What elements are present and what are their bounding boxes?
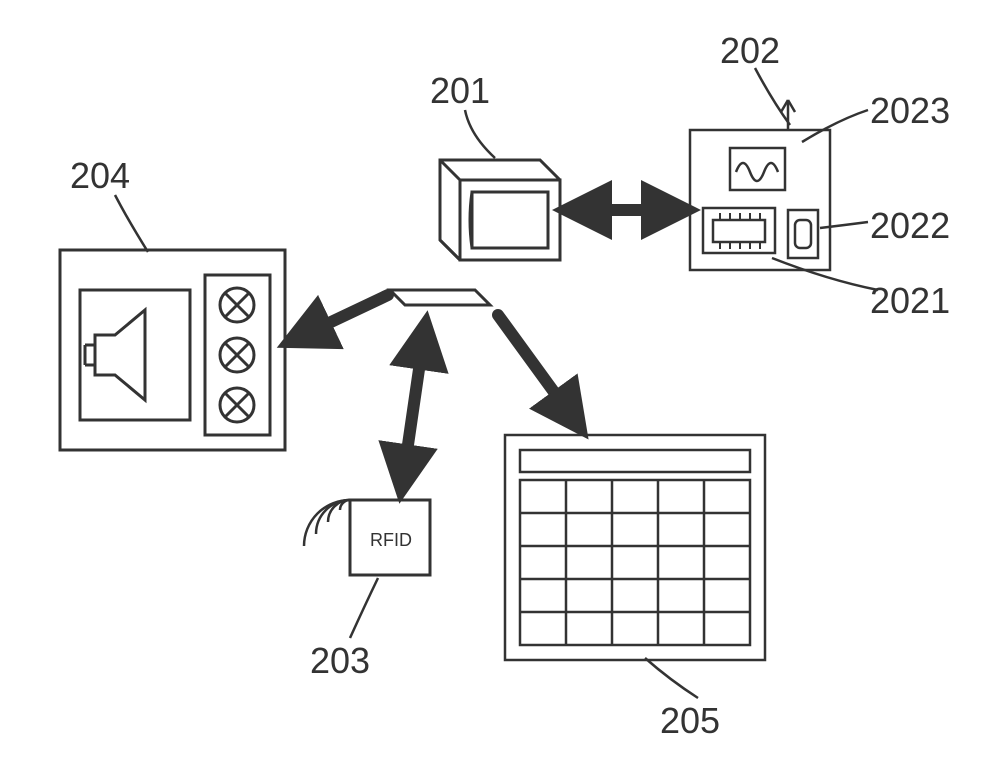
label-202: 202 — [720, 30, 780, 72]
label-rfid: RFID — [370, 530, 412, 551]
module-202 — [690, 100, 830, 270]
label-2023: 2023 — [870, 90, 950, 132]
label-203: 203 — [310, 640, 370, 682]
panel-205 — [505, 435, 765, 660]
label-205: 205 — [660, 700, 720, 742]
label-204: 204 — [70, 155, 130, 197]
label-2022: 2022 — [870, 205, 950, 247]
label-201: 201 — [430, 70, 490, 112]
label-2021: 2021 — [870, 280, 950, 322]
box-204 — [60, 250, 285, 450]
diagram-stage: 201 202 2023 2022 2021 203 204 205 RFID — [0, 0, 1000, 768]
computer-201 — [390, 160, 560, 305]
diagram-svg — [0, 0, 1000, 768]
